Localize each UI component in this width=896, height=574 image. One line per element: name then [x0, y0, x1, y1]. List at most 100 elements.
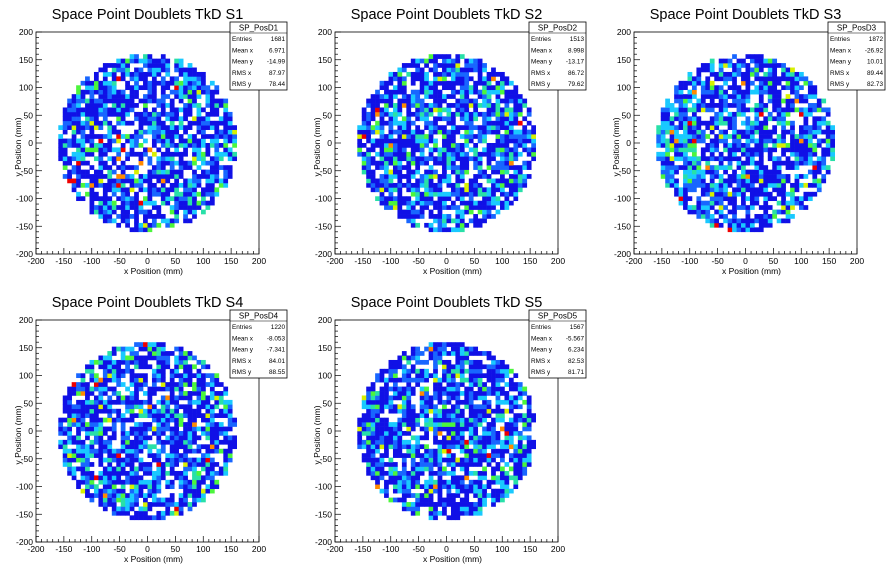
heatmap-cell	[754, 165, 760, 170]
heatmap-cell	[223, 107, 229, 113]
heatmap-cell	[388, 147, 394, 153]
heatmap-cell	[674, 191, 679, 197]
heatmap-cell	[397, 191, 403, 197]
heatmap-cell	[812, 129, 818, 135]
heatmap-cell	[174, 510, 180, 516]
heatmap-cell	[433, 479, 438, 485]
heatmap-cell	[218, 408, 224, 414]
heatmap-cell	[120, 502, 126, 507]
heatmap-cell	[143, 470, 148, 476]
heatmap-cell	[174, 125, 180, 130]
heatmap-cell	[687, 178, 693, 184]
heatmap-cell	[85, 174, 90, 179]
heatmap-cell	[419, 462, 425, 467]
heatmap-cell	[428, 475, 434, 481]
heatmap-cell	[442, 386, 447, 392]
heatmap-cell	[156, 470, 162, 476]
heatmap-cell	[691, 165, 697, 170]
heatmap-cell	[406, 417, 412, 423]
heatmap-cell	[531, 129, 536, 135]
heatmap-cell	[504, 80, 510, 86]
heatmap-cell	[147, 435, 153, 441]
heatmap-cell	[406, 111, 412, 117]
heatmap-cell	[138, 382, 144, 387]
heatmap-cell	[517, 143, 523, 148]
heatmap-cell	[781, 111, 786, 117]
heatmap-cell	[736, 187, 742, 193]
heatmap-cell	[120, 346, 126, 352]
heatmap-cell	[500, 169, 505, 175]
heatmap-cell	[410, 364, 416, 370]
heatmap-cell	[727, 222, 733, 228]
heatmap-cell	[473, 58, 479, 64]
heatmap-cell	[370, 431, 376, 436]
heatmap-cell	[450, 205, 456, 210]
heatmap-cell	[98, 134, 104, 139]
heatmap-cell	[379, 200, 385, 206]
heatmap-cell	[227, 422, 233, 427]
heatmap-cell	[85, 453, 90, 458]
heatmap-cell	[143, 147, 148, 153]
heatmap-cell	[763, 196, 769, 202]
heatmap-cell	[143, 227, 148, 233]
heatmap-cell	[125, 103, 130, 108]
heatmap-cell	[406, 431, 412, 436]
heatmap-cell	[205, 178, 211, 184]
heatmap-cell	[758, 147, 764, 153]
heatmap-cell	[522, 138, 528, 144]
heatmap-cell	[419, 160, 425, 166]
heatmap-cell	[749, 200, 755, 206]
heatmap-cell	[491, 103, 496, 108]
heatmap-cell	[366, 439, 371, 445]
heatmap-cell	[741, 182, 746, 188]
heatmap-cell	[169, 439, 175, 445]
heatmap-cell	[147, 502, 153, 507]
heatmap-cell	[370, 98, 376, 104]
heatmap-cell	[214, 439, 220, 445]
heatmap-cell	[134, 76, 139, 82]
heatmap-cell	[799, 98, 804, 104]
heatmap-cell	[183, 160, 188, 166]
heatmap-cell	[406, 413, 412, 418]
heatmap-cell	[151, 182, 157, 188]
heatmap-cell	[428, 479, 434, 485]
heatmap-cell	[437, 470, 443, 476]
heatmap-cell	[111, 125, 117, 130]
heatmap-cell	[442, 205, 447, 210]
heatmap-cell	[98, 160, 104, 166]
heatmap-cell	[464, 156, 470, 162]
heatmap-cell	[799, 129, 804, 135]
heatmap-cell	[196, 377, 202, 383]
heatmap-cell	[714, 116, 720, 122]
heatmap-cell	[473, 147, 479, 153]
heatmap-cell	[134, 377, 139, 383]
heatmap-cell	[816, 169, 822, 175]
heatmap-cell	[370, 462, 376, 467]
heatmap-cell	[201, 129, 206, 135]
heatmap-cell	[459, 160, 465, 166]
heatmap-cell	[178, 116, 184, 122]
heatmap-cell	[192, 80, 197, 86]
heatmap-cell	[111, 103, 117, 108]
heatmap-cell	[660, 125, 666, 130]
heatmap-cell	[107, 80, 113, 86]
heatmap-cell	[424, 94, 429, 99]
heatmap-cell	[232, 125, 237, 130]
heatmap-cell	[410, 391, 416, 396]
heatmap-cell	[80, 470, 86, 476]
heatmap-cell	[160, 497, 166, 503]
heatmap-cell	[357, 129, 363, 135]
heatmap-cell	[397, 120, 403, 126]
heatmap-cell	[428, 502, 434, 507]
heatmap-cell	[758, 125, 764, 130]
heatmap-cell	[660, 129, 666, 135]
stats-key: RMS y	[531, 81, 551, 88]
heatmap-cell	[464, 111, 470, 117]
heatmap-cell	[674, 151, 679, 157]
heatmap-cell	[785, 156, 791, 162]
heatmap-cell	[397, 431, 403, 436]
heatmap-cell	[736, 107, 742, 113]
heatmap-cell	[196, 475, 202, 481]
heatmap-cell	[169, 218, 175, 224]
heatmap-cell	[160, 404, 166, 410]
